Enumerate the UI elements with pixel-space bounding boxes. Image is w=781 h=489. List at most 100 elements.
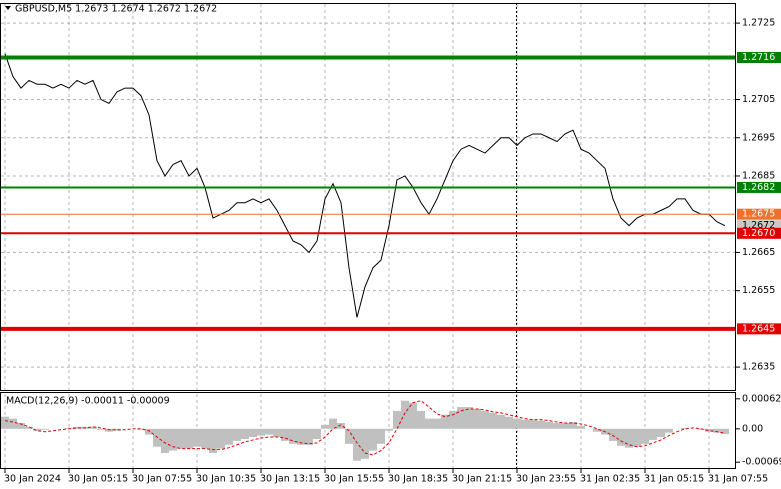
x-tick-label: 30 Jan 23:55: [516, 474, 576, 485]
macd-bar: [297, 428, 305, 445]
x-tick-label: 31 Jan 02:35: [580, 474, 640, 485]
macd-bar: [569, 422, 577, 429]
macd-bar: [153, 428, 161, 447]
macd-bar: [633, 428, 641, 447]
x-tick-label: 30 Jan 15:55: [324, 474, 384, 485]
y-tick-label: 1.2705: [742, 94, 775, 105]
x-tick-label: 30 Jan 13:15: [260, 474, 320, 485]
macd-bar: [441, 414, 449, 429]
macd-bar: [721, 428, 729, 435]
macd-bar: [193, 428, 201, 447]
macd-bar: [305, 428, 313, 445]
macd-bar: [425, 418, 433, 429]
level-label: 1.2716: [742, 52, 775, 63]
macd-bar: [489, 412, 497, 429]
macd-bar: [705, 428, 713, 432]
macd-bar: [41, 428, 49, 430]
macd-bar: [217, 428, 225, 449]
x-tick-label: 30 Jan 05:15: [68, 474, 128, 485]
macd-bar: [97, 428, 105, 430]
macd-bar: [361, 428, 369, 459]
macd-bar: [89, 426, 97, 429]
y-tick-label: 1.2665: [742, 247, 775, 258]
macd-bar: [393, 410, 401, 429]
macd-bar: [137, 428, 145, 430]
signal-line: [4, 400, 726, 456]
macd-bar: [33, 428, 41, 431]
x-tick-label: 30 Jan 10:35: [196, 474, 256, 485]
y-tick-label: 0.00062: [742, 393, 781, 404]
macd-bar: [657, 428, 665, 438]
level-box: [737, 227, 781, 239]
macd-bar: [313, 428, 321, 439]
macd-bar: [265, 428, 273, 435]
macd-bar: [385, 428, 393, 431]
level-label: 1.2670: [742, 228, 775, 239]
current-price-label: 1.2672: [742, 220, 775, 231]
y-tick-label: 1.2695: [742, 132, 775, 143]
macd-bar: [593, 428, 601, 432]
macd-bar: [649, 428, 657, 440]
macd-bar: [321, 424, 329, 429]
macd-bar: [473, 408, 481, 429]
level-label: 1.2645: [742, 323, 775, 334]
macd-bar: [529, 419, 537, 429]
macd-bar: [713, 428, 721, 433]
macd-bar: [617, 428, 625, 446]
macd-bar: [625, 428, 633, 448]
macd-bar: [113, 428, 121, 431]
macd-bar: [377, 428, 385, 444]
macd-bar: [481, 410, 489, 429]
macd-bar: [329, 418, 337, 429]
price-frame: [0, 3, 736, 391]
macd-bar: [73, 426, 81, 429]
macd-bar: [681, 427, 689, 429]
macd-bar: [249, 428, 257, 438]
macd-bar: [537, 420, 545, 429]
y-tick-label: 1.2655: [742, 285, 775, 296]
macd-bar: [273, 428, 281, 438]
macd-bar: [161, 428, 169, 453]
y-tick-label: -0.00069: [742, 457, 781, 468]
macd-bar: [233, 428, 241, 441]
macd-bar: [169, 428, 177, 451]
macd-bar: [641, 428, 649, 444]
level-box: [737, 323, 781, 335]
axis-labels: 1.2725 1.2705 1.2695 1.2685 1.2665 1.2655 1.26…: [4, 18, 781, 485]
macd-bar: [521, 419, 529, 429]
macd-bar: [281, 428, 289, 441]
x-tick-label: 31 Jan 07:55: [708, 474, 768, 485]
title-arrow: [5, 6, 11, 10]
macd-bar: [185, 428, 193, 449]
macd-bar: [457, 407, 465, 429]
current-price-box: [737, 220, 781, 232]
macd-bar: [449, 410, 457, 429]
macd-bar: [497, 414, 505, 429]
x-tick-label: 30 Jan 21:15: [452, 474, 512, 485]
macd-bar: [9, 418, 17, 429]
x-tick-label: 30 Jan 2024: [4, 474, 61, 485]
macd-bar: [1, 416, 9, 429]
macd-bar: [433, 418, 441, 429]
macd-bar: [25, 426, 33, 429]
y-tick-label: 1.2725: [742, 18, 775, 29]
level-label: 1.2682: [742, 182, 775, 193]
macd-title: MACD(12,26,9) -0.00011 -0.00009: [6, 396, 170, 407]
x-tick-label: 30 Jan 18:35: [388, 474, 448, 485]
macd-bar: [369, 428, 377, 451]
macd-bar: [209, 428, 217, 453]
chart-title: GBPUSD,M5 1.2673 1.2674 1.2672 1.2672: [15, 4, 217, 15]
macd-bar: [609, 428, 617, 441]
macd-bar: [257, 428, 265, 436]
macd-bar: [201, 428, 209, 449]
macd-bar: [289, 428, 297, 444]
plot: [1, 53, 736, 461]
macd-bar: [225, 428, 233, 445]
macd-bar: [553, 423, 561, 429]
level-box: [737, 52, 781, 64]
level-box: [737, 181, 781, 193]
macd-bar: [145, 428, 153, 435]
macd-bar: [465, 407, 473, 429]
